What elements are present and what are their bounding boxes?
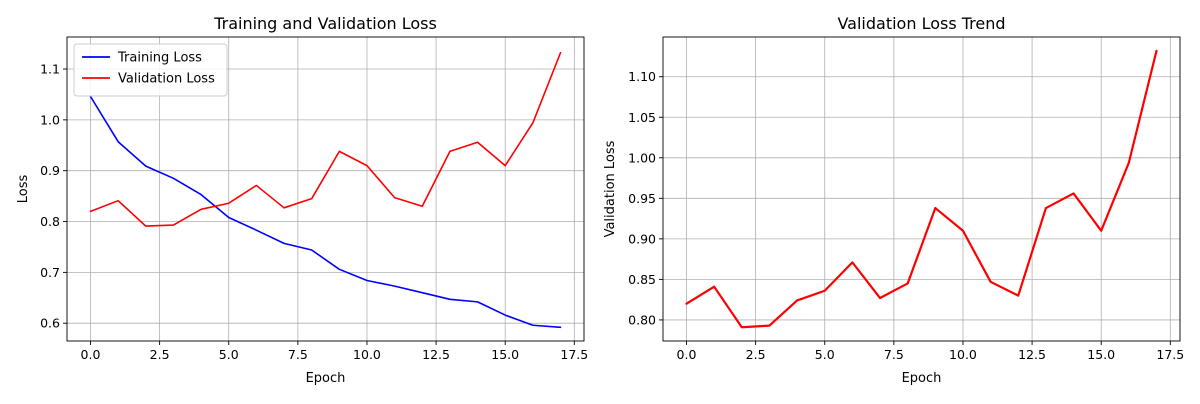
chart-title: Validation Loss Trend (837, 14, 1005, 33)
x-tick-label: 7.5 (288, 347, 308, 362)
x-tick-label: 0.0 (677, 347, 697, 362)
x-axis-label: Epoch (902, 371, 942, 386)
x-tick-label: 17.5 (1156, 347, 1184, 362)
legend-entry-label: Validation Loss (118, 72, 215, 87)
y-tick-label: 0.85 (628, 272, 656, 287)
x-tick-label: 2.5 (746, 347, 766, 362)
x-tick-label: 5.0 (815, 347, 835, 362)
y-tick-label: 0.6 (40, 316, 60, 331)
series-line-1 (685, 49, 1158, 329)
chart-title: Training and Validation Loss (213, 14, 437, 33)
x-tick-label: 15.0 (491, 347, 519, 362)
y-tick-label: 0.7 (40, 265, 60, 280)
x-tick-label: 12.5 (422, 347, 450, 362)
x-tick-label: 0.0 (81, 347, 101, 362)
x-tick-label: 12.5 (1018, 347, 1046, 362)
x-tick-label: 17.5 (560, 347, 588, 362)
y-tick-label: 0.95 (628, 191, 656, 206)
x-tick-label: 5.0 (219, 347, 239, 362)
x-tick-label: 15.0 (1087, 347, 1115, 362)
y-tick-label: 1.1 (40, 62, 60, 77)
axes-frame (662, 36, 1181, 342)
y-tick-label: 0.8 (40, 214, 60, 229)
x-tick-label: 10.0 (949, 347, 977, 362)
axes-frame (66, 36, 585, 342)
chart-2: 0.0 2.5 5.0 7.5 10.0 12.5 15.0 17.5 0.80 0.85 0.90… (603, 14, 1184, 386)
legend-entry-label: Training Loss (117, 51, 202, 66)
x-tick-label: 2.5 (150, 347, 170, 362)
x-tick-label: 7.5 (884, 347, 904, 362)
y-tick-label: 0.80 (628, 312, 656, 327)
y-tick-label: 1.00 (628, 150, 656, 165)
chart-1: 0.0 2.5 5.0 7.5 10.0 12.5 15.0 17.5 0.6 0.7 0.8 0.9… (16, 14, 588, 386)
legend-box (73, 43, 228, 97)
y-tick-label: 0.9 (40, 163, 60, 178)
x-axis-label: Epoch (306, 371, 346, 386)
x-tick-label: 10.0 (353, 347, 381, 362)
series-line-2 (89, 51, 562, 227)
y-tick-label: 1.05 (628, 110, 656, 125)
series-line-1 (89, 95, 562, 329)
y-tick-label: 1.10 (628, 69, 656, 84)
y-axis-label: Validation Loss (603, 140, 618, 237)
y-tick-label: 1.0 (40, 112, 60, 127)
y-axis-label: Loss (16, 175, 31, 204)
y-tick-label: 0.90 (628, 231, 656, 246)
legend: Training Loss Validation Loss (73, 43, 228, 97)
